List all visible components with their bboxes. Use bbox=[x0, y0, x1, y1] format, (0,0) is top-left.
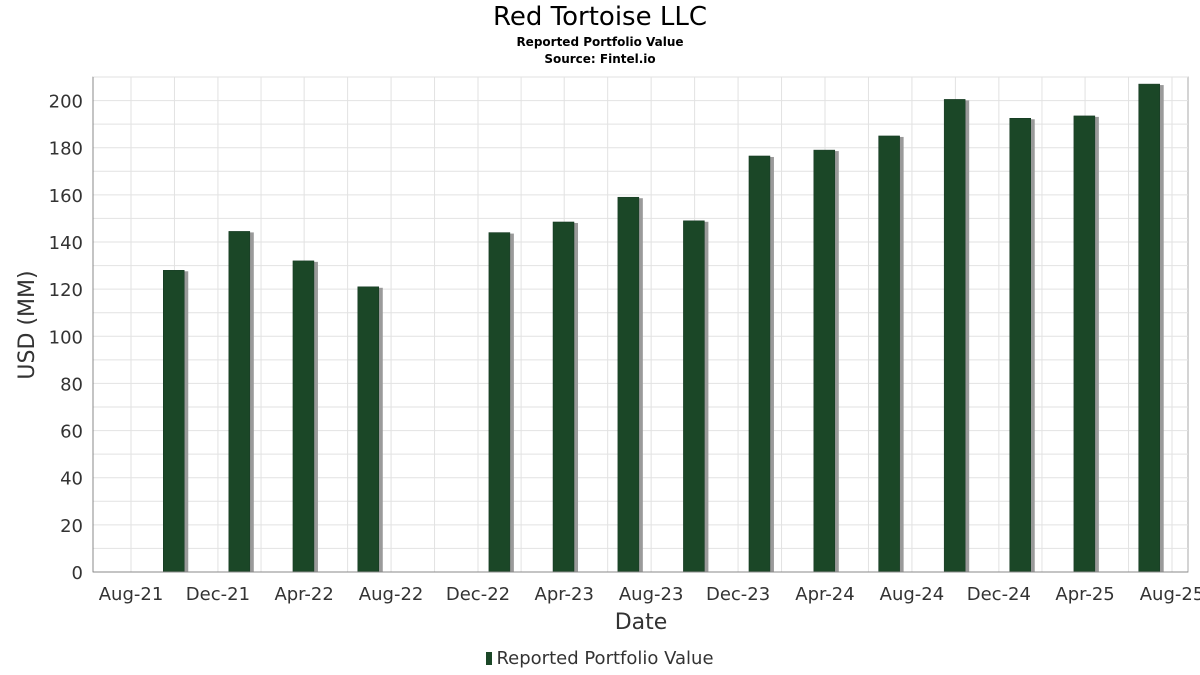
bar bbox=[163, 270, 185, 573]
bar bbox=[1073, 115, 1096, 573]
x-tick-label: Aug-24 bbox=[880, 584, 945, 605]
y-tick-label: 40 bbox=[60, 469, 83, 490]
bar bbox=[813, 149, 836, 573]
bar bbox=[552, 221, 575, 573]
y-tick-label: 200 bbox=[49, 92, 83, 113]
x-tick-label: Dec-22 bbox=[446, 584, 510, 605]
y-tick-label: 120 bbox=[49, 280, 83, 301]
x-tick-label: Apr-24 bbox=[795, 584, 854, 605]
chart-title: Red Tortoise LLC bbox=[493, 2, 707, 32]
axes bbox=[92, 77, 1188, 573]
legend: Reported Portfolio Value bbox=[0, 648, 1200, 669]
y-axis-label: USD (MM) bbox=[15, 270, 40, 379]
y-tick-label: 60 bbox=[60, 422, 83, 443]
x-tick-label: Aug-22 bbox=[359, 584, 424, 605]
bar bbox=[943, 99, 966, 573]
x-tick-label: Apr-22 bbox=[274, 584, 333, 605]
x-tick-labels: Aug-21 Dec-21 Apr-22 Aug-22 Dec-22 Apr-23 Aug-… bbox=[99, 584, 1200, 605]
bar bbox=[1138, 83, 1160, 573]
bar bbox=[357, 286, 380, 573]
x-tick-label: Dec-23 bbox=[706, 584, 770, 605]
bar bbox=[748, 155, 771, 573]
legend-swatch bbox=[486, 652, 493, 665]
x-axis-label: Date bbox=[615, 610, 668, 635]
chart-subtitle: Reported Portfolio Value bbox=[516, 35, 684, 49]
legend-label: Reported Portfolio Value bbox=[496, 648, 714, 669]
x-tick-label: Apr-25 bbox=[1055, 584, 1114, 605]
x-tick-label: Aug-23 bbox=[619, 584, 684, 605]
x-tick-label: Aug-21 bbox=[99, 584, 164, 605]
bar bbox=[1009, 118, 1031, 573]
bar bbox=[878, 135, 900, 573]
chart-source: Source: Fintel.io bbox=[544, 52, 656, 66]
y-tick-label: 20 bbox=[60, 516, 83, 537]
y-tick-label: 100 bbox=[49, 327, 83, 348]
x-tick-label: Dec-24 bbox=[967, 584, 1031, 605]
bars bbox=[163, 83, 1164, 573]
x-tick-label: Dec-21 bbox=[186, 584, 250, 605]
y-tick-label: 160 bbox=[49, 186, 83, 207]
y-tick-label: 140 bbox=[49, 233, 83, 254]
bar bbox=[488, 232, 511, 573]
y-tick-label: 80 bbox=[60, 374, 83, 395]
bar bbox=[228, 231, 251, 573]
bar bbox=[292, 260, 315, 573]
bar bbox=[683, 220, 705, 573]
x-tick-label: Apr-23 bbox=[535, 584, 594, 605]
y-tick-label: 180 bbox=[49, 139, 83, 160]
y-tick-label: 0 bbox=[72, 563, 83, 584]
x-tick-label: Aug-25 bbox=[1140, 584, 1200, 605]
bar bbox=[617, 196, 640, 573]
y-tick-labels: 0 20 40 60 80 100 120 140 160 180 200 bbox=[49, 92, 83, 584]
